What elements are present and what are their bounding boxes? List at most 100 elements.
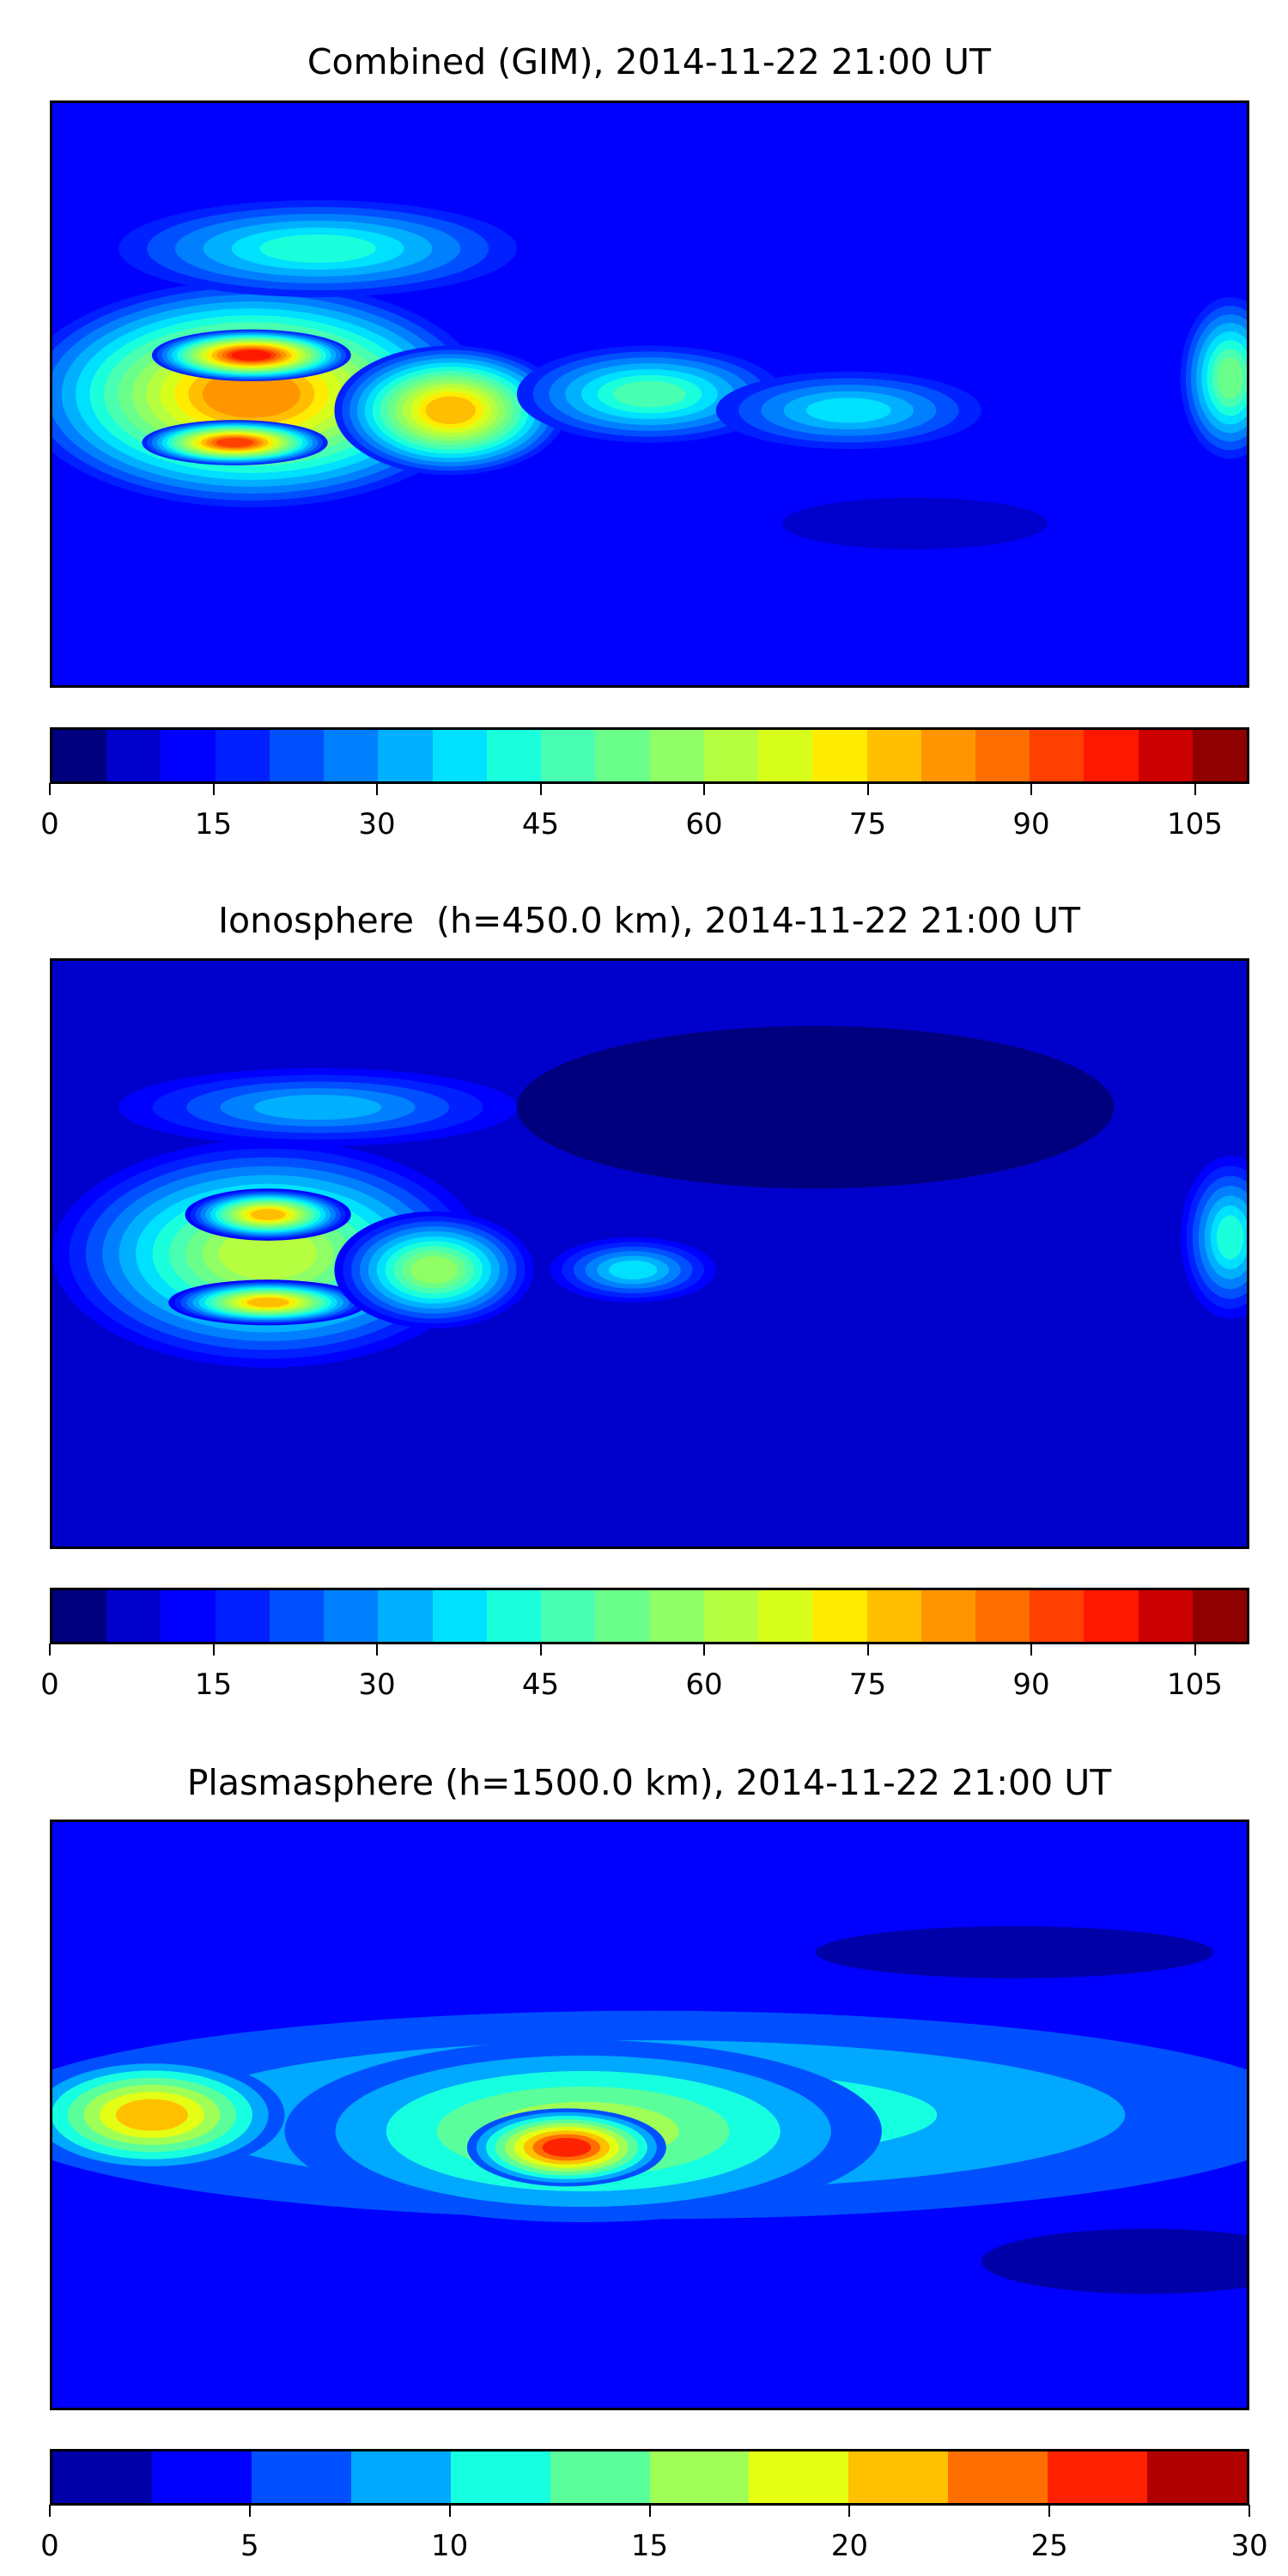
colorbar-tick-mark [866,783,869,795]
colorbar-segment [215,1590,270,1642]
contour-level [1216,1215,1244,1260]
chart-title-ionosphere: Ionosphere (h=450.0 km), 2014-11-22 21:0… [217,900,1081,941]
colorbar-tick-label: 0 [40,807,59,841]
colorbar-tick-mark [539,1643,542,1656]
colorbar-segment [541,730,596,781]
contour-level [259,234,376,263]
colorbar-segment [1138,730,1193,781]
colorbar-segment [1138,1590,1193,1642]
colorbar-tick-label: 10 [431,2529,469,2563]
map-combined [50,100,1249,688]
colorbar-tick-label: 90 [1012,1668,1050,1702]
colorbar-segment [106,1590,161,1642]
contour-level [231,349,272,361]
colorbar-segment [866,730,921,781]
colorbar-tick-label: 15 [194,807,233,841]
colorbar-segment [161,730,216,781]
colorbar-tick-mark [1048,2505,1051,2517]
colorbar-tick-label: 25 [1030,2529,1068,2563]
colorbar-tick-label: 60 [685,807,723,841]
colorbar-tick-mark [648,2505,651,2517]
contour-level [613,380,686,408]
colorbar-segment [1084,730,1139,781]
contour-level [115,2099,188,2131]
colorbar-segment [269,1590,325,1642]
colorbar-tick-mark [703,1643,705,1656]
colorbar-segment [432,1590,487,1642]
colorbar-tick-label: 30 [358,807,396,841]
contour-level [246,1297,289,1308]
colorbar-segment [848,2451,949,2503]
colorbar-ionosphere [50,1588,1249,1644]
colorbar-tick-label: 105 [1167,807,1223,841]
colorbar-tick-mark [1030,1643,1032,1656]
colorbar-segment [450,2451,550,2503]
contour-level [425,396,476,425]
contour-level [815,1926,1214,1978]
colorbar-tick-mark [49,1643,51,1656]
contour-level [516,1025,1115,1189]
colorbar-segment [649,2451,750,2503]
colorbar-segment [920,730,975,781]
contour-level [202,370,301,418]
colorbar-tick-label: 15 [194,1668,233,1702]
colorbar-segment [866,1590,921,1642]
colorbar-segment [812,1590,867,1642]
map-ionosphere [50,958,1249,1549]
colorbar-segment [758,730,813,781]
colorbar-segment [52,730,107,781]
map-plasmasphere [50,1820,1249,2410]
contour-level [981,2228,1247,2294]
colorbar-segment [486,730,542,781]
colorbar-segment [52,2451,152,2503]
colorbar-tick-label: 0 [40,1668,59,1702]
colorbar-segment [1048,2451,1148,2503]
colorbar-tick-mark [376,783,378,795]
colorbar-segment [1147,2451,1248,2503]
colorbar-segment [1084,1590,1139,1642]
colorbar-tick-label: 30 [1230,2529,1268,2563]
colorbar-segment [1192,1590,1248,1642]
colorbar-tick-label: 20 [830,2529,868,2563]
colorbar-segment [649,1590,704,1642]
colorbar-tick-label: 15 [630,2529,669,2563]
colorbar-segment [595,730,650,781]
colorbar-tick-label: 30 [358,1668,396,1702]
colorbar-segment [161,1590,216,1642]
colorbar-segment [1030,1590,1084,1642]
contour-level [805,398,891,423]
colorbar-tick-mark [212,1643,215,1656]
colorbar-segment [151,2451,252,2503]
colorbar-segment [812,730,867,781]
colorbar-segment [350,2451,451,2503]
colorbar-combined [50,727,1249,784]
colorbar-segment [1192,730,1248,781]
colorbar-tick-mark [703,783,705,795]
contour-level [542,2137,592,2158]
colorbar-tick-mark [539,783,542,795]
colorbar-tick-mark [212,783,215,795]
colorbar-segment [975,730,1030,781]
colorbar-segment [486,1590,542,1642]
contour-level [1217,357,1243,399]
colorbar-tick-label: 60 [685,1668,723,1702]
chart-title-combined: Combined (GIM), 2014-11-22 21:00 UT [307,41,992,82]
colorbar-ticks-ionosphere: 0 15 30 45 60 75 90 105 [40,1643,1249,1712]
colorbar-segment [758,1590,813,1642]
colorbar-tick-label: 105 [1167,1668,1223,1702]
colorbar-segment [432,730,487,781]
colorbar-tick-mark [376,1643,378,1656]
colorbar-segment [378,1590,433,1642]
colorbar-segment [269,730,325,781]
contour-level [253,1094,382,1121]
colorbar-tick-label: 75 [848,1668,887,1702]
colorbar-ticks-plasmasphere: 0 5 10 15 20 25 30 [40,2505,1268,2573]
colorbar-tick-mark [248,2505,251,2517]
colorbar-tick-label: 45 [521,807,560,841]
colorbar-segment [920,1590,975,1642]
colorbar-tick-mark [866,1643,869,1656]
colorbar-tick-label: 75 [848,807,887,841]
colorbar-tick-label: 5 [240,2529,259,2563]
colorbar-segment [1030,730,1084,781]
colorbar-tick-mark [49,783,51,795]
